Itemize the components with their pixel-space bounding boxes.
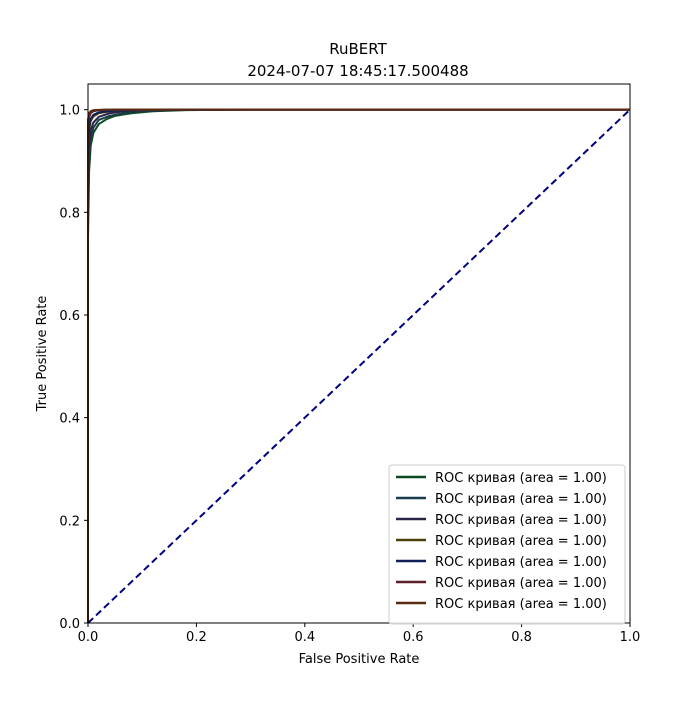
- y-tick-label: 0.6: [59, 309, 80, 324]
- x-tick-label: 1.0: [620, 630, 641, 645]
- y-tick-label: 0.4: [59, 412, 80, 427]
- x-tick-label: 0.6: [403, 630, 424, 645]
- x-axis-ticks: 0.0 0.2 0.4 0.6 0.8 1.0: [78, 623, 641, 645]
- x-tick-label: 0.2: [186, 630, 207, 645]
- legend-label: ROC кривая (area = 1.00): [435, 471, 607, 486]
- chart-title: RuBERT: [329, 40, 387, 58]
- legend: ROC кривая (area = 1.00) ROC кривая (area…: [388, 464, 626, 625]
- legend-label: ROC кривая (area = 1.00): [435, 576, 607, 591]
- x-tick-label: 0.4: [294, 630, 315, 645]
- y-tick-label: 0.2: [59, 514, 80, 529]
- x-tick-label: 0.0: [78, 630, 99, 645]
- y-tick-label: 1.0: [59, 104, 80, 119]
- legend-label: ROC кривая (area = 1.00): [435, 534, 607, 549]
- x-tick-label: 0.8: [511, 630, 532, 645]
- legend-label: ROC кривая (area = 1.00): [435, 513, 607, 528]
- y-tick-label: 0.0: [59, 617, 80, 632]
- y-axis-label: True Positive Rate: [35, 296, 50, 413]
- plot-frame: [87, 83, 631, 624]
- x-axis-label: False Positive Rate: [299, 652, 420, 667]
- legend-label: ROC кривая (area = 1.00): [435, 492, 607, 507]
- chart-subtitle: 2024-07-07 18:45:17.500488: [247, 62, 468, 80]
- y-tick-label: 0.8: [59, 206, 80, 221]
- chance-diagonal-line: [87, 108, 631, 624]
- diagonal-layer: [87, 108, 631, 624]
- legend-label: ROC кривая (area = 1.00): [435, 597, 607, 612]
- legend-box: [388, 464, 626, 625]
- y-axis-ticks: 0.0 0.2 0.4 0.6 0.8 1.0: [59, 104, 88, 632]
- legend-label: ROC кривая (area = 1.00): [435, 555, 607, 570]
